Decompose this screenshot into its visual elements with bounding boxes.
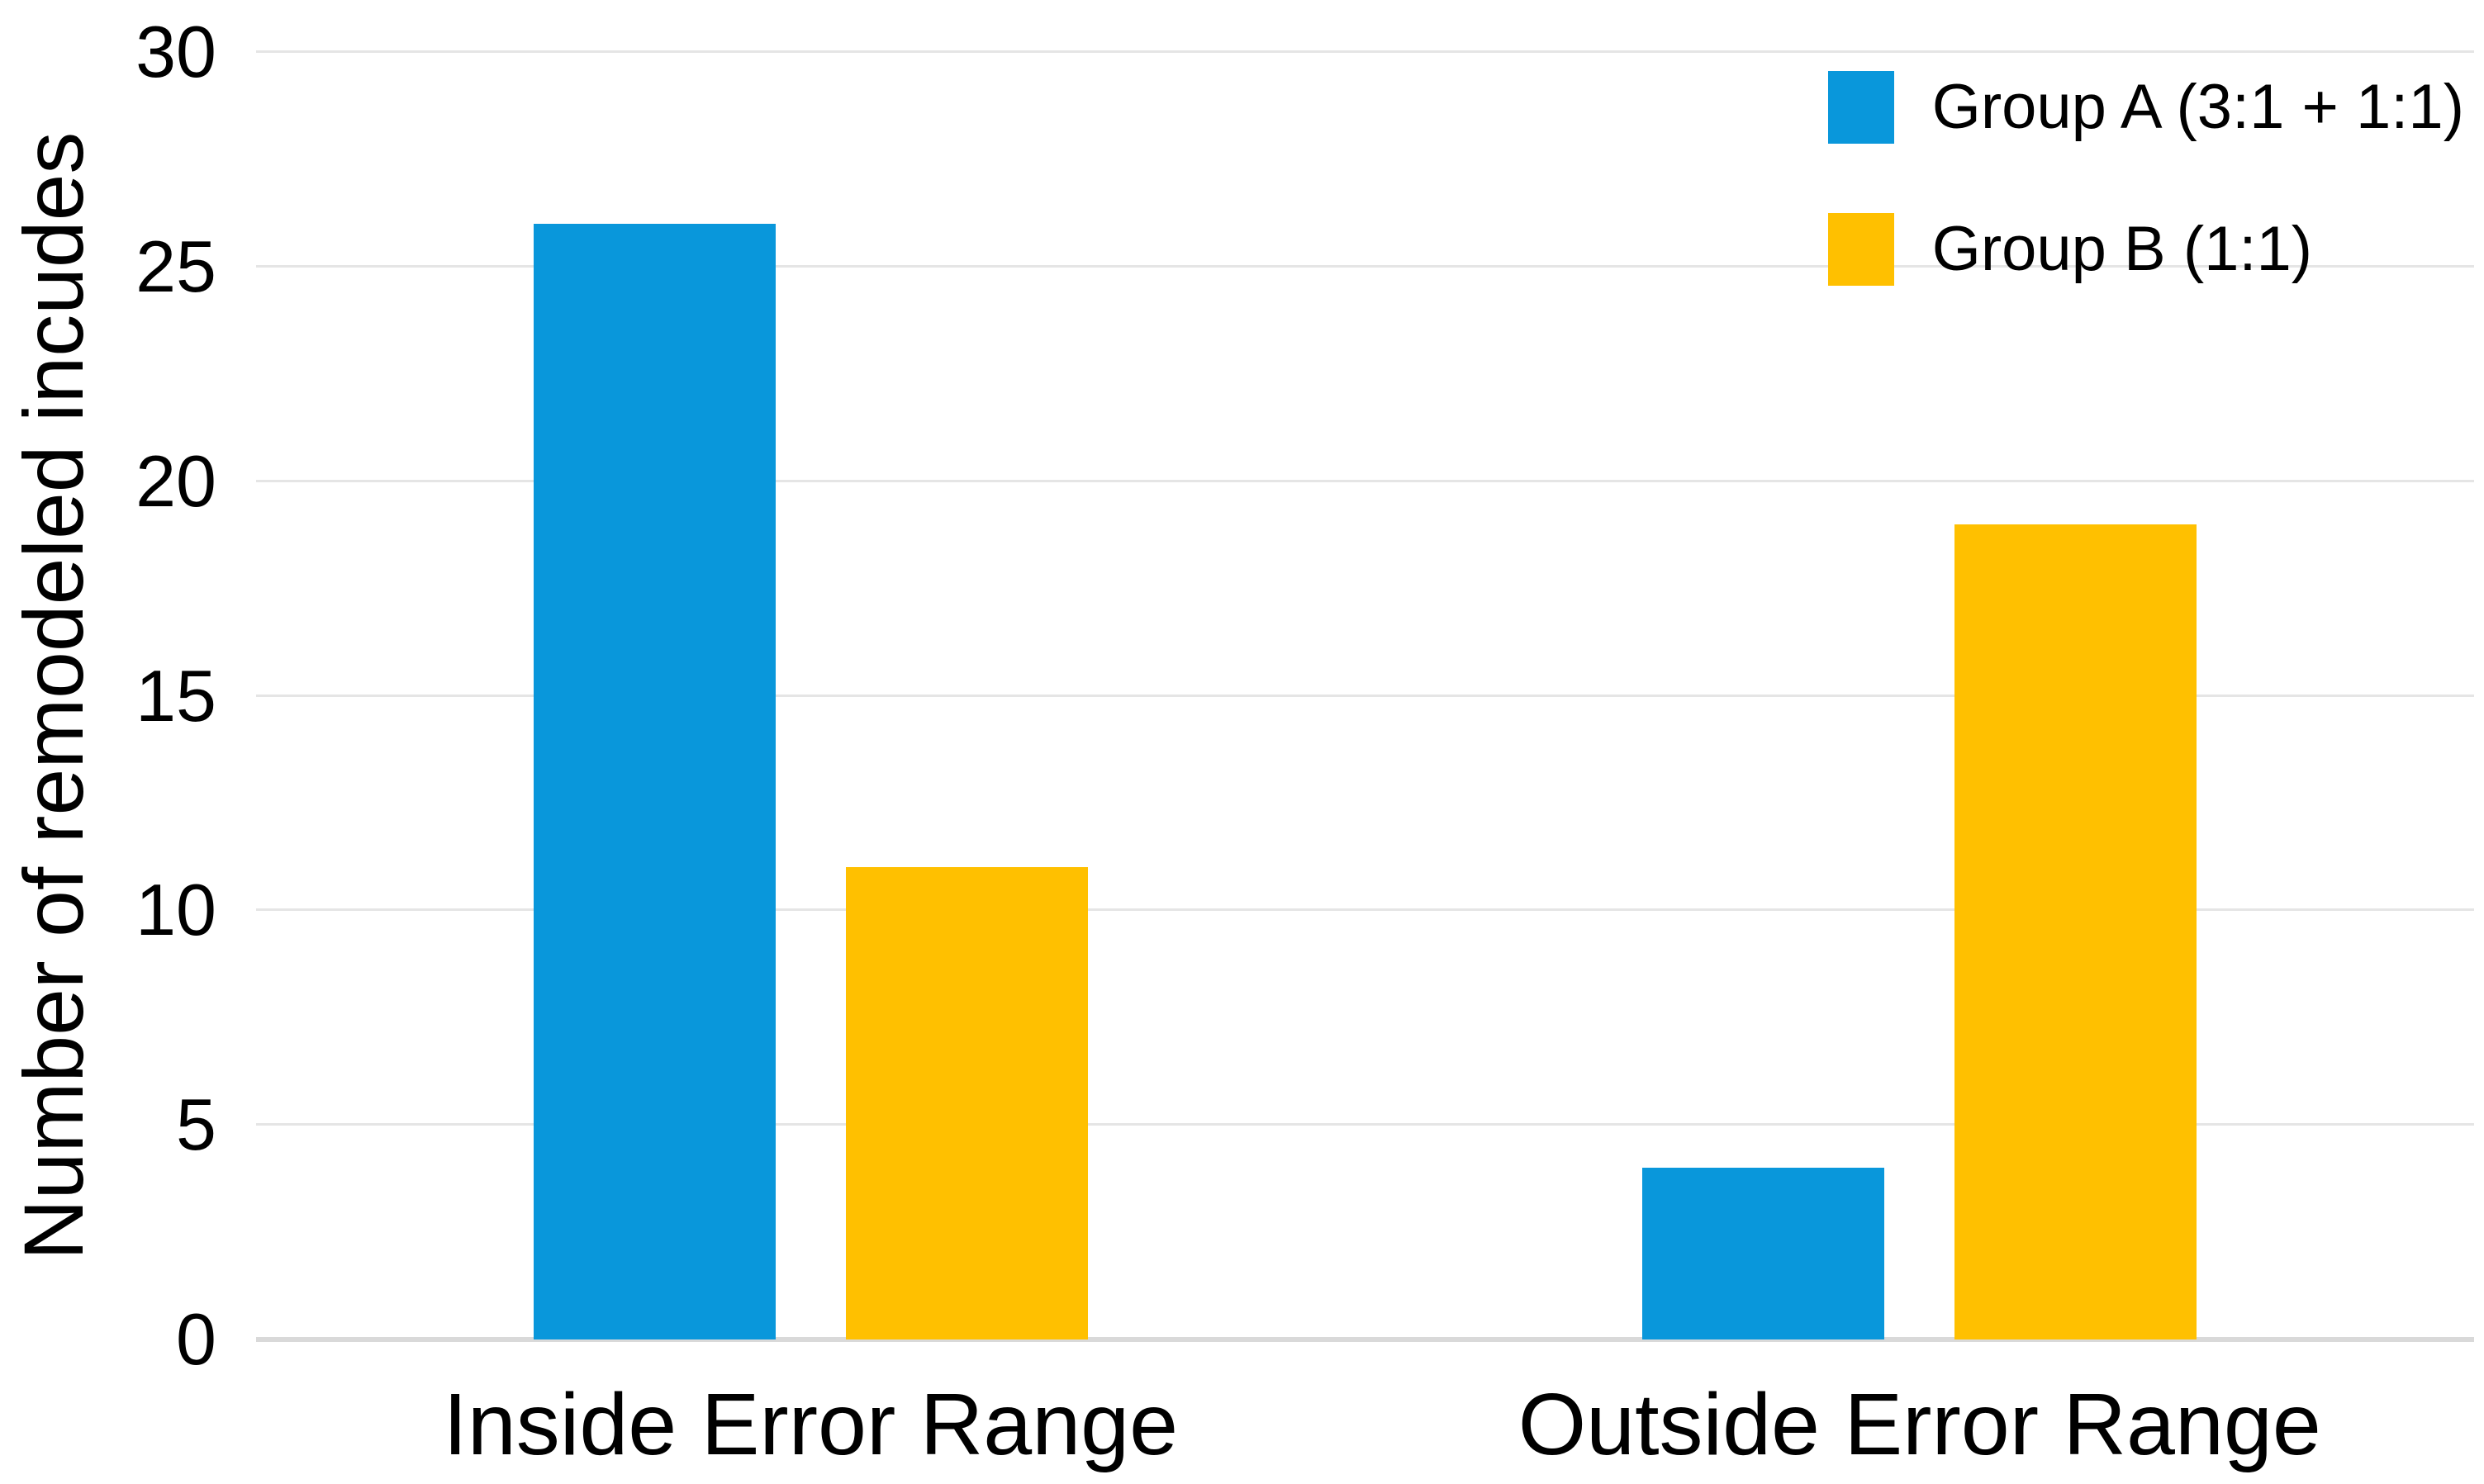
legend-swatch-group-a: [1827, 71, 1894, 144]
gridline-30: [256, 50, 2474, 53]
gridline-10: [256, 908, 2474, 912]
gridline-20: [256, 479, 2474, 482]
x-label-inside-error-range: Inside Error Range: [443, 1376, 1179, 1473]
legend-swatch-group-b: [1827, 213, 1894, 286]
gridline-25: [256, 264, 2474, 268]
y-tick-label-25: 25: [135, 225, 216, 307]
y-tick-label-5: 5: [176, 1083, 216, 1166]
gridline-0: [256, 1337, 2474, 1342]
legend-item-group-b: Group B (1:1): [1827, 213, 2313, 286]
x-label-outside-error-range: Outside Error Range: [1517, 1376, 2321, 1473]
bar-group-b-outside-error-range: [1954, 524, 2197, 1339]
y-tick-label-0: 0: [176, 1298, 216, 1380]
plot-area: 0 5 10 15 20 25 30: [135, 16, 2474, 1376]
x-axis-labels: Inside Error Range Outside Error Range: [256, 1381, 2474, 1468]
bar-group-a-outside-error-range: [1642, 1168, 1885, 1339]
y-tick-label-30: 30: [135, 11, 216, 92]
bar-group-b-inside-error-range: [845, 867, 1088, 1339]
gridline-15: [256, 694, 2474, 697]
gridline-5: [256, 1123, 2474, 1126]
bar-groups: [256, 52, 2474, 1339]
legend-label-group-b: Group B (1:1): [1931, 214, 2313, 285]
bar-group-a-inside-error-range: [533, 223, 776, 1339]
y-axis-title: Number of remodeled incudes: [7, 131, 101, 1260]
y-tick-label-15: 15: [135, 654, 216, 737]
legend-item-group-a: Group A (3:1 + 1:1): [1827, 71, 2464, 144]
y-tick-label-10: 10: [135, 869, 216, 951]
legend-label-group-a: Group A (3:1 + 1:1): [1931, 72, 2464, 143]
bar-group-outside-error-range: [1365, 52, 2475, 1339]
y-tick-label-20: 20: [135, 439, 216, 522]
bar-group-inside-error-range: [256, 52, 1365, 1339]
legend: Group A (3:1 + 1:1) Group B (1:1): [1827, 71, 2464, 286]
